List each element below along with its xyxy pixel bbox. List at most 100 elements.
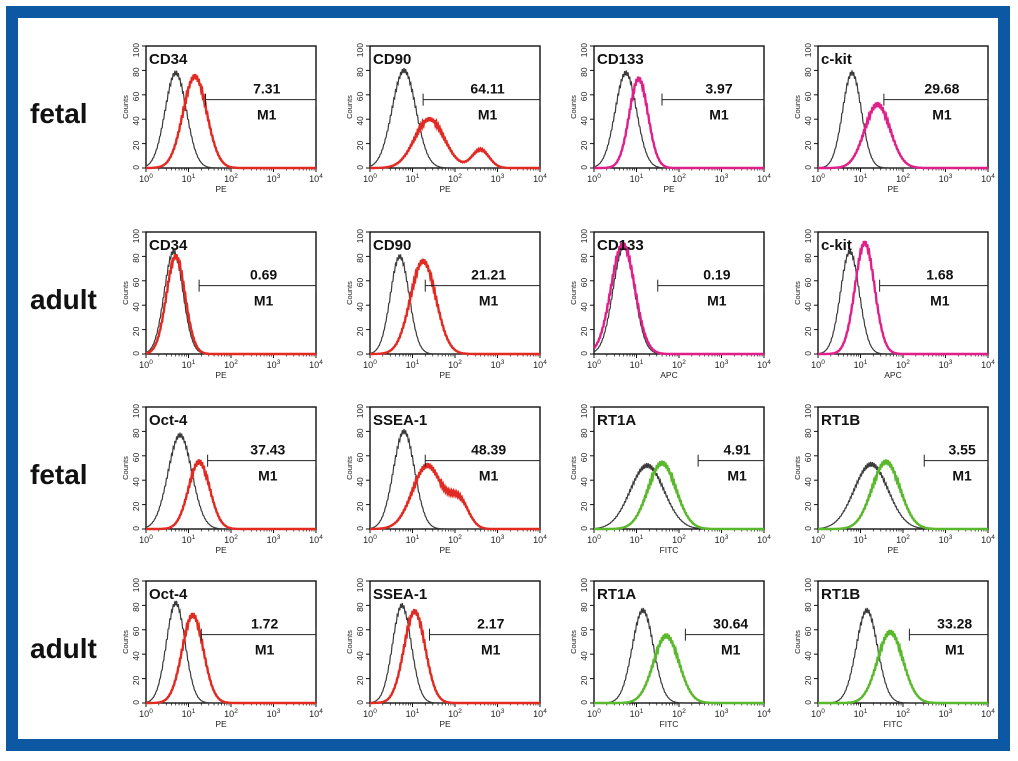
y-tick-label: 20	[355, 326, 365, 336]
x-tick-label: 104	[533, 534, 547, 545]
x-tick-label: 102	[672, 173, 686, 184]
control-curve	[817, 249, 988, 355]
x-tick-label: 100	[363, 534, 377, 545]
x-tick-label: 101	[630, 534, 644, 545]
y-tick-label: 0	[355, 700, 365, 705]
x-tick-label: 100	[139, 708, 153, 719]
marker-title: c-kit	[821, 237, 852, 254]
x-tick-label: 103	[267, 173, 281, 184]
x-tick-label: 102	[896, 173, 910, 184]
y-tick-label: 60	[803, 627, 813, 637]
y-tick-label: 0	[803, 165, 813, 170]
gate-label: M1	[479, 293, 499, 309]
gate-percent: 64.11	[470, 81, 504, 97]
y-tick-label: 60	[131, 92, 141, 102]
y-tick-label: 80	[579, 253, 589, 263]
figure-frame: fetal adult fetal adult 0 20 40 60 80 100 Counts 10…	[6, 6, 1010, 751]
x-tick-label: 104	[981, 534, 995, 545]
x-tick-label: 103	[939, 534, 953, 545]
sample-curve	[818, 629, 988, 705]
y-tick-label: 60	[579, 278, 589, 288]
gate-percent: 37.43	[250, 442, 285, 458]
x-tick-label: 100	[587, 173, 601, 184]
y-tick-label: 0	[579, 165, 589, 170]
y-axis-label: Counts	[345, 456, 354, 480]
y-tick-label: 80	[355, 253, 365, 263]
gate-percent: 1.72	[251, 616, 278, 632]
y-tick-label: 0	[803, 700, 813, 705]
y-tick-label: 20	[803, 675, 813, 685]
x-tick-label: 101	[406, 534, 420, 545]
y-tick-label: 60	[803, 92, 813, 102]
x-axis-label: PE	[439, 184, 451, 194]
marker-title: SSEA-1	[373, 412, 427, 429]
y-tick-label: 20	[355, 501, 365, 511]
gate-label: M1	[930, 293, 950, 309]
x-tick-label: 101	[406, 708, 420, 719]
x-axis-label: FITC	[660, 545, 679, 555]
gate-label: M1	[932, 107, 952, 123]
marker-title: CD34	[149, 237, 188, 254]
y-tick-label: 0	[579, 351, 589, 356]
y-axis-label: Counts	[793, 456, 802, 480]
y-tick-label: 40	[803, 651, 813, 661]
y-axis-label: Counts	[345, 630, 354, 654]
y-tick-label: 0	[579, 700, 589, 705]
y-tick-label: 0	[131, 351, 141, 356]
control-curve	[369, 67, 540, 169]
y-tick-label: 60	[579, 92, 589, 102]
x-tick-label: 102	[896, 708, 910, 719]
y-tick-label: 100	[131, 404, 141, 418]
x-axis-label: PE	[215, 184, 227, 194]
x-axis-label: PE	[215, 370, 227, 380]
x-tick-label: 102	[224, 534, 238, 545]
sample-curve	[145, 254, 316, 356]
x-axis-label: PE	[439, 545, 451, 555]
sample-curve	[370, 608, 540, 705]
y-tick-label: 100	[579, 43, 589, 57]
x-tick-label: 103	[491, 173, 505, 184]
gate-label: M1	[479, 468, 499, 484]
x-axis-label: PE	[215, 545, 227, 555]
gate-label: M1	[709, 107, 729, 123]
y-tick-label: 60	[355, 453, 365, 463]
sample-curve	[370, 116, 540, 170]
x-tick-label: 101	[854, 173, 868, 184]
x-tick-label: 103	[715, 173, 729, 184]
x-tick-label: 104	[533, 708, 547, 719]
x-tick-label: 104	[309, 708, 323, 719]
marker-title: CD34	[149, 51, 188, 68]
marker-title: RT1A	[597, 586, 636, 603]
gate-percent: 30.64	[713, 616, 748, 632]
marker-title: RT1B	[821, 412, 860, 429]
gate-label: M1	[721, 642, 741, 658]
x-axis-label: FITC	[884, 719, 903, 729]
x-tick-label: 104	[309, 359, 323, 370]
control-curve	[145, 600, 316, 704]
gate-percent: 0.69	[250, 267, 277, 283]
gate-percent: 3.55	[949, 442, 976, 458]
x-tick-label: 101	[406, 173, 420, 184]
x-tick-label: 103	[267, 359, 281, 370]
x-axis-label: APC	[660, 370, 677, 380]
histogram-panel: 0 20 40 60 80 100 Counts 100 101 102 103 104 FITC 4.9…	[569, 404, 771, 555]
x-tick-label: 104	[757, 359, 771, 370]
y-tick-label: 100	[355, 578, 365, 592]
x-tick-label: 101	[854, 534, 868, 545]
y-tick-label: 100	[355, 404, 365, 418]
histogram-panel: 0 20 40 60 80 100 Counts 100 101 102 103 104 PE 37.43…	[121, 404, 323, 555]
x-tick-label: 103	[267, 534, 281, 545]
x-tick-label: 100	[139, 359, 153, 370]
x-tick-label: 101	[630, 173, 644, 184]
x-tick-label: 101	[630, 708, 644, 719]
y-tick-label: 100	[131, 43, 141, 57]
x-tick-label: 104	[757, 708, 771, 719]
y-tick-label: 100	[131, 578, 141, 592]
x-tick-label: 101	[854, 708, 868, 719]
y-tick-label: 20	[803, 140, 813, 150]
y-tick-label: 80	[131, 428, 141, 438]
y-axis-label: Counts	[569, 281, 578, 305]
y-tick-label: 20	[131, 501, 141, 511]
y-tick-label: 100	[803, 43, 813, 57]
y-tick-label: 40	[803, 477, 813, 487]
